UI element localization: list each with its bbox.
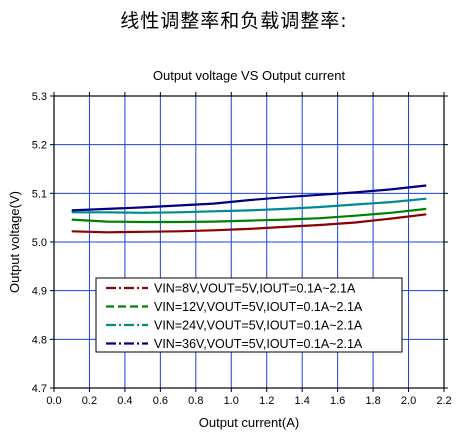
y-axis-label: Output voltage(V) — [7, 191, 22, 293]
section-heading: 线性调整率和负载调整率: — [120, 10, 348, 32]
legend-box — [95, 277, 403, 353]
series-line-1 — [71, 213, 427, 234]
y-tick-label: 4.7 — [32, 383, 47, 395]
series-line-3 — [71, 197, 427, 214]
series-line-4 — [71, 184, 427, 212]
x-tick-label: 0.2 — [82, 395, 97, 407]
legend-label-1: VIN=8V,VOUT=5V,IOUT=0.1A~2.1A — [154, 282, 356, 296]
x-axis-label: Output current(A) — [199, 415, 299, 430]
x-tick-label: 1.6 — [330, 395, 345, 407]
x-tick-label: 2.0 — [401, 395, 416, 407]
x-tick-label: 1.2 — [259, 395, 274, 407]
y-tick-label: 5.3 — [32, 91, 47, 103]
chart-title: Output voltage VS Output current — [153, 68, 346, 83]
x-tick-label: 0.8 — [188, 395, 203, 407]
x-tick-label: 1.8 — [365, 395, 380, 407]
x-tick-label: 1.4 — [295, 395, 310, 407]
legend-label-2: VIN=12V,VOUT=5V,IOUT=0.1A~2.1A — [154, 300, 363, 314]
x-tick-label: 0.0 — [46, 395, 61, 407]
y-tick-label: 4.9 — [32, 286, 47, 298]
x-tick-label: 1.0 — [224, 395, 239, 407]
y-tick-label: 5.1 — [32, 188, 47, 200]
series-line-2 — [71, 207, 427, 224]
x-tick-label: 2.2 — [436, 395, 451, 407]
legend-label-4: VIN=36V,VOUT=5V,IOUT=0.1A~2.1A — [154, 337, 363, 351]
x-tick-label: 0.4 — [117, 395, 132, 407]
y-tick-label: 4.8 — [32, 334, 47, 346]
legend-label-3: VIN=24V,VOUT=5V,IOUT=0.1A~2.1A — [154, 319, 363, 333]
y-tick-label: 5.2 — [32, 140, 47, 152]
x-tick-label: 0.6 — [153, 395, 168, 407]
y-tick-label: 5.0 — [32, 237, 47, 249]
